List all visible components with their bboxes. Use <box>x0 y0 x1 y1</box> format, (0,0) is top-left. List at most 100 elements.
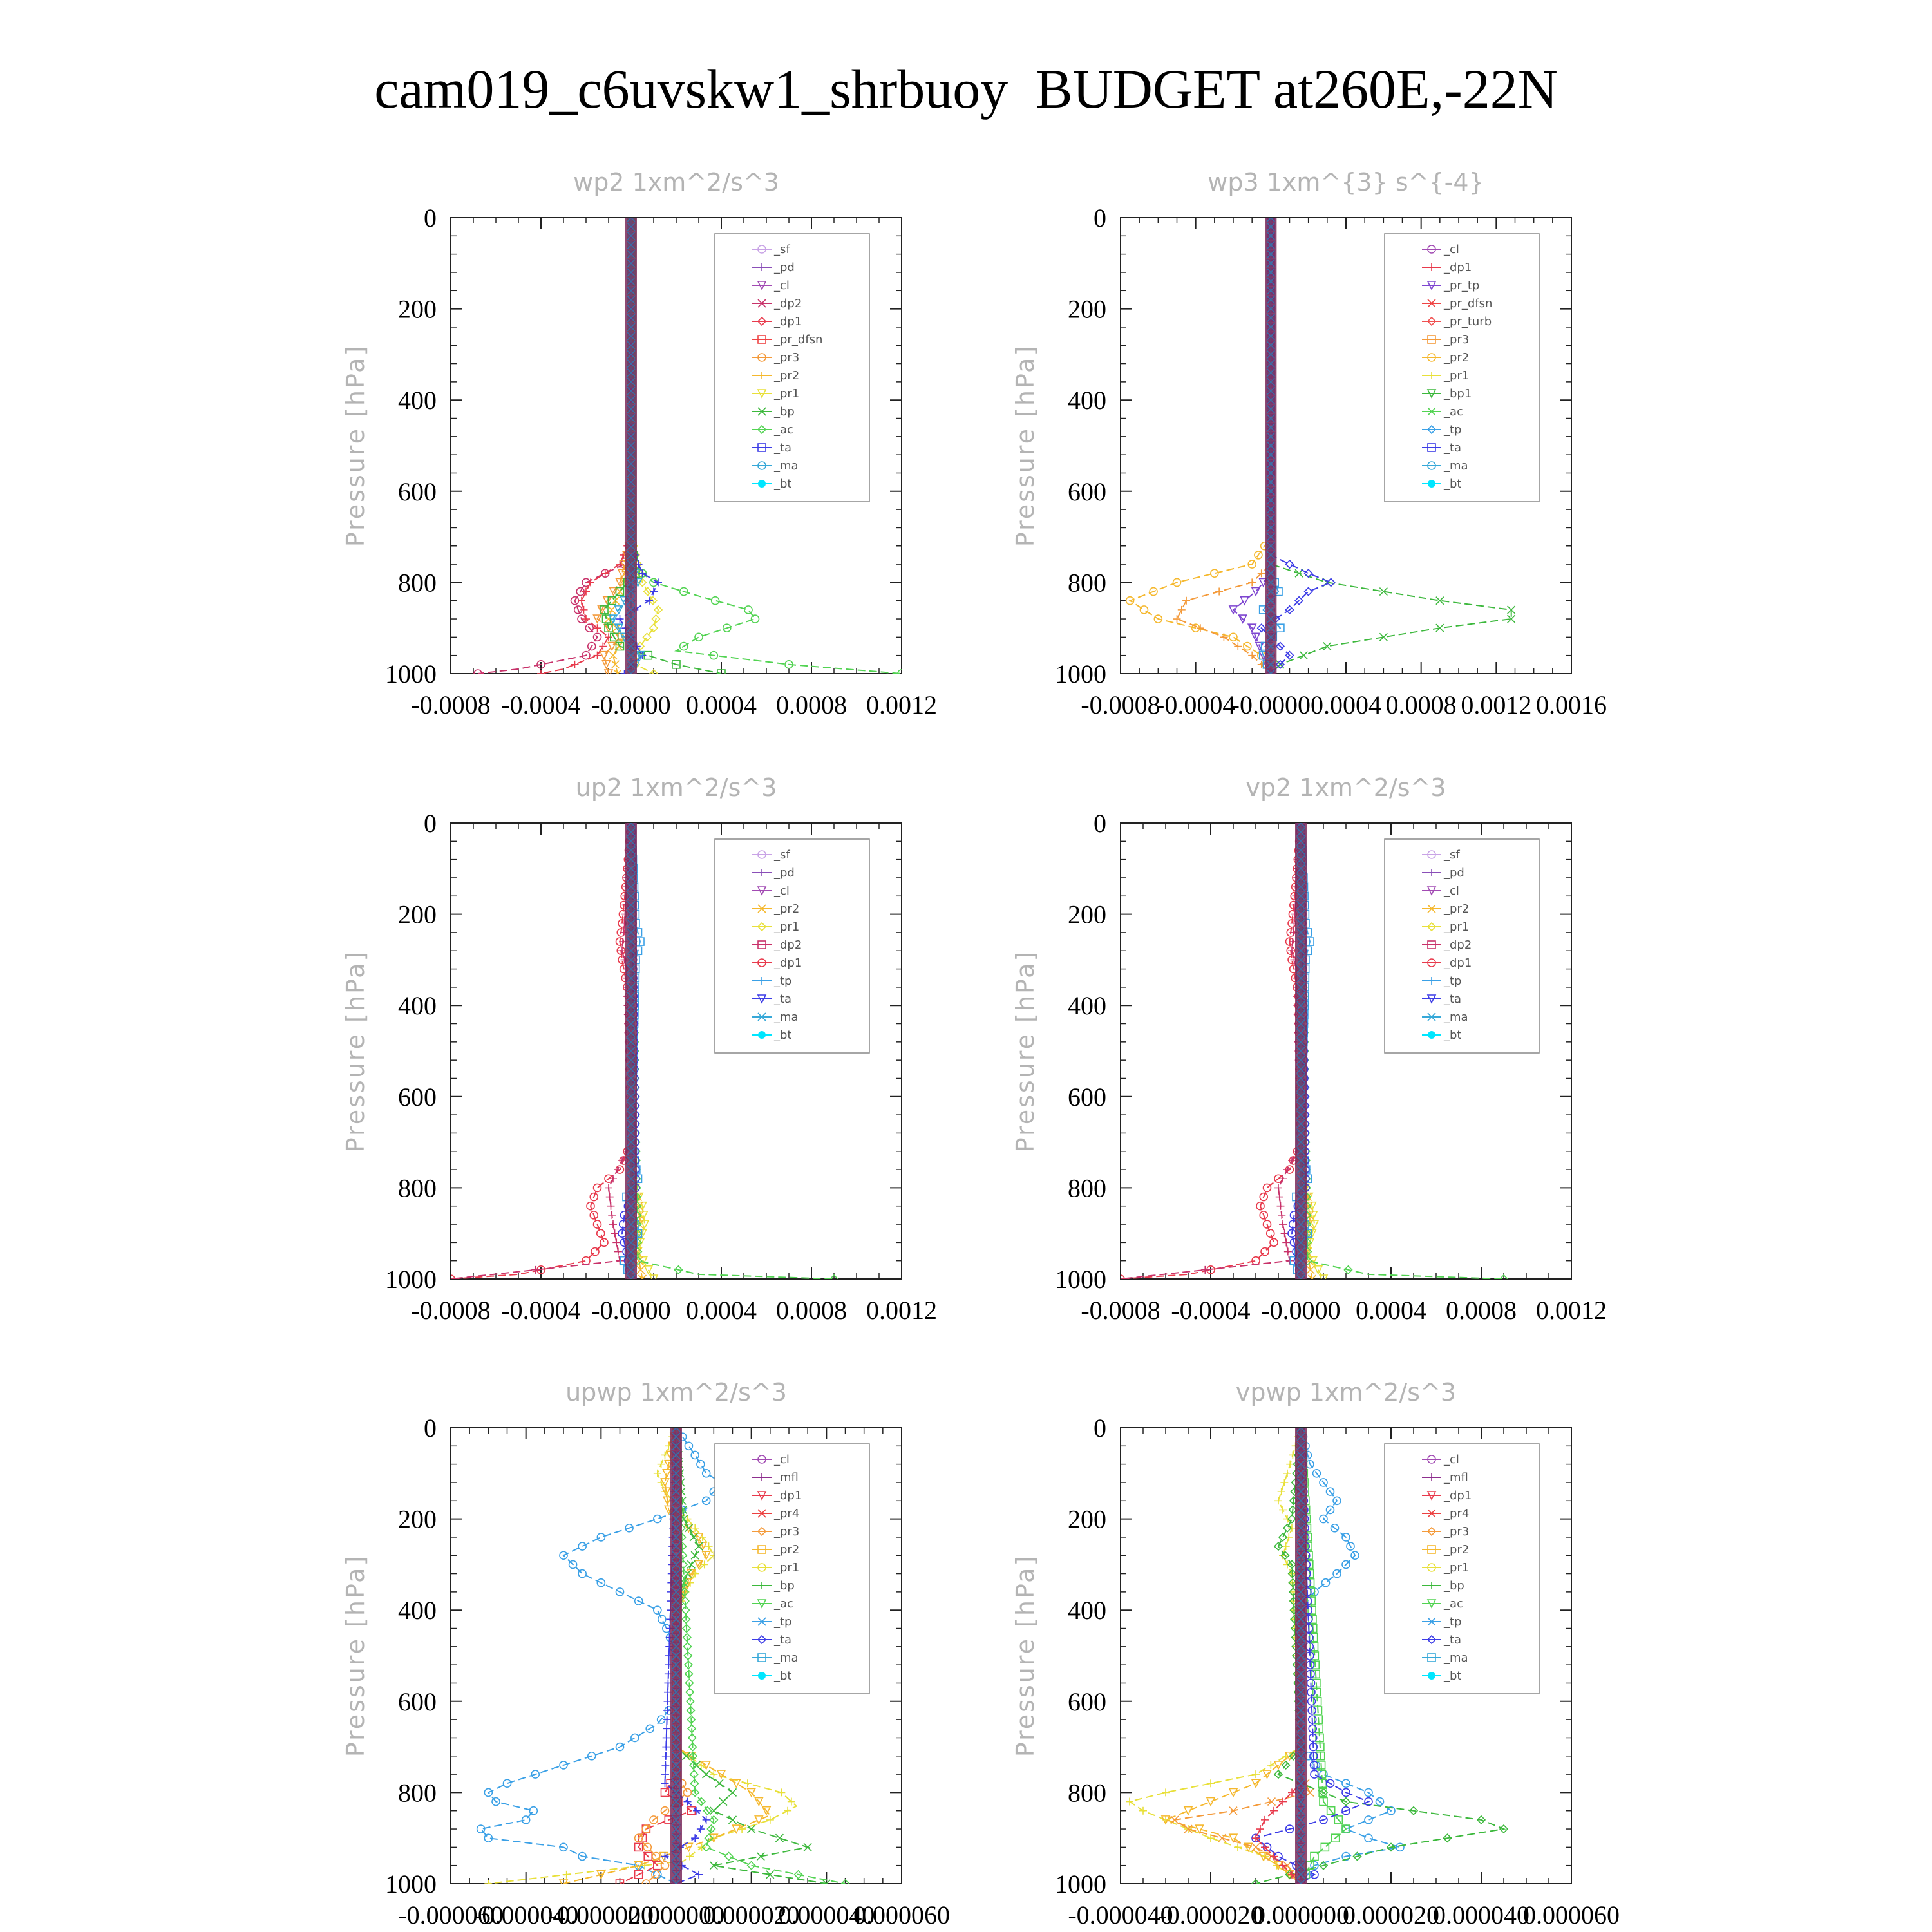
zero-marker <box>1296 1487 1305 1496</box>
y-tick-label: 800 <box>398 1778 437 1807</box>
series-marker <box>529 1806 538 1815</box>
series-marker <box>709 1833 719 1843</box>
zero-marker <box>1296 1101 1305 1110</box>
zero-marker <box>672 1524 681 1533</box>
zero-marker <box>672 1678 681 1688</box>
series-line-bp <box>676 1428 827 1884</box>
zero-marker <box>627 459 636 468</box>
series-marker <box>754 1815 764 1825</box>
series-marker <box>722 623 732 633</box>
zero-marker <box>627 1110 636 1119</box>
zero-marker <box>627 523 636 533</box>
series-marker <box>1247 623 1257 633</box>
series-marker <box>747 1824 756 1833</box>
zero-marker <box>672 1496 681 1505</box>
zero-marker <box>1296 828 1305 837</box>
legend-entry: _pd <box>773 866 795 880</box>
series-marker <box>681 1752 691 1761</box>
series-marker <box>1257 569 1265 578</box>
zero-marker <box>1296 1138 1305 1147</box>
series-marker <box>589 1211 599 1220</box>
zero-marker <box>1296 891 1305 900</box>
series-marker <box>635 650 645 661</box>
series-marker <box>599 650 609 661</box>
series-marker <box>1248 578 1256 587</box>
y-tick-label: 800 <box>1068 568 1106 597</box>
zero-marker <box>1266 404 1275 413</box>
series-marker <box>476 1824 486 1833</box>
legend-marker <box>757 940 766 949</box>
legend-marker <box>757 316 767 327</box>
zero-marker <box>672 1505 681 1515</box>
series-line-dp2 <box>477 218 632 674</box>
y-tick-label: 400 <box>398 1596 437 1625</box>
series-marker <box>1206 1797 1216 1807</box>
zero-marker <box>1296 910 1305 919</box>
zero-marker <box>1296 1642 1305 1651</box>
series-marker <box>1281 1760 1291 1770</box>
series-marker <box>746 1861 756 1870</box>
zero-marker <box>1296 1428 1305 1432</box>
zero-marker <box>627 837 636 846</box>
zero-marker <box>627 1265 636 1274</box>
zero-marker <box>627 864 636 873</box>
legend-entry: _ma <box>1443 1010 1468 1024</box>
series-marker <box>744 605 753 614</box>
legend-entry: _dp1 <box>773 1489 802 1502</box>
series-marker <box>620 670 629 674</box>
series-marker <box>1280 1551 1290 1560</box>
zero-marker <box>1266 660 1275 669</box>
series-marker <box>691 1834 699 1842</box>
legend-entry: _ta <box>1443 1633 1461 1647</box>
legend-marker <box>757 1634 767 1645</box>
series-marker <box>1310 1651 1320 1660</box>
series-marker <box>582 650 591 660</box>
zero-marker <box>627 478 636 487</box>
legend-marker <box>757 443 766 452</box>
series-marker <box>592 1183 602 1193</box>
series-marker <box>691 1524 699 1532</box>
zero-marker <box>1266 305 1275 314</box>
legend-entry: _bp1 <box>1443 387 1472 401</box>
legend-marker <box>1428 1672 1435 1680</box>
legend-entry: _pr3 <box>773 351 799 365</box>
series-marker <box>687 1714 696 1725</box>
series-marker <box>521 1815 531 1824</box>
series-marker <box>614 623 624 633</box>
series-marker <box>1309 1642 1319 1651</box>
series-marker <box>1311 1669 1320 1679</box>
zero-marker <box>627 1065 636 1074</box>
zero-marker <box>672 1642 681 1651</box>
series-marker <box>605 1184 612 1192</box>
series-marker <box>716 1770 726 1779</box>
legend-entry: _ta <box>773 992 791 1006</box>
series-marker <box>701 1551 711 1561</box>
series-marker <box>660 1788 670 1797</box>
zero-marker <box>672 1879 681 1884</box>
zero-marker <box>627 1165 636 1174</box>
legend-marker <box>757 1509 766 1518</box>
series-marker <box>1331 1833 1340 1842</box>
zero-marker <box>1296 1183 1305 1192</box>
series-marker <box>1258 1852 1268 1862</box>
series-marker <box>592 614 602 624</box>
zero-marker <box>1296 1761 1305 1770</box>
series-marker <box>609 651 618 660</box>
zero-marker <box>672 1515 681 1524</box>
series-marker <box>1207 1834 1215 1842</box>
chart-panel-6: vpwp 1xm^2/s^3 Pressure [hPa] 0 200 400 600 80… <box>1011 1378 1620 1929</box>
series-marker <box>1499 1824 1509 1834</box>
zero-marker <box>1266 441 1275 450</box>
zero-marker <box>672 1852 681 1861</box>
zero-marker <box>627 286 636 295</box>
series-marker <box>728 1815 737 1824</box>
series-marker <box>1443 1833 1452 1843</box>
series-marker <box>1195 1824 1204 1834</box>
x-tick-label: -0.0004 <box>1171 1296 1250 1325</box>
y-tick-label: 200 <box>398 1505 437 1534</box>
zero-marker <box>1266 596 1275 605</box>
series-line-tp <box>1260 218 1282 674</box>
series-marker <box>1287 1514 1297 1524</box>
legend-marker <box>757 245 766 254</box>
y-tick-label: 1000 <box>385 1870 437 1899</box>
